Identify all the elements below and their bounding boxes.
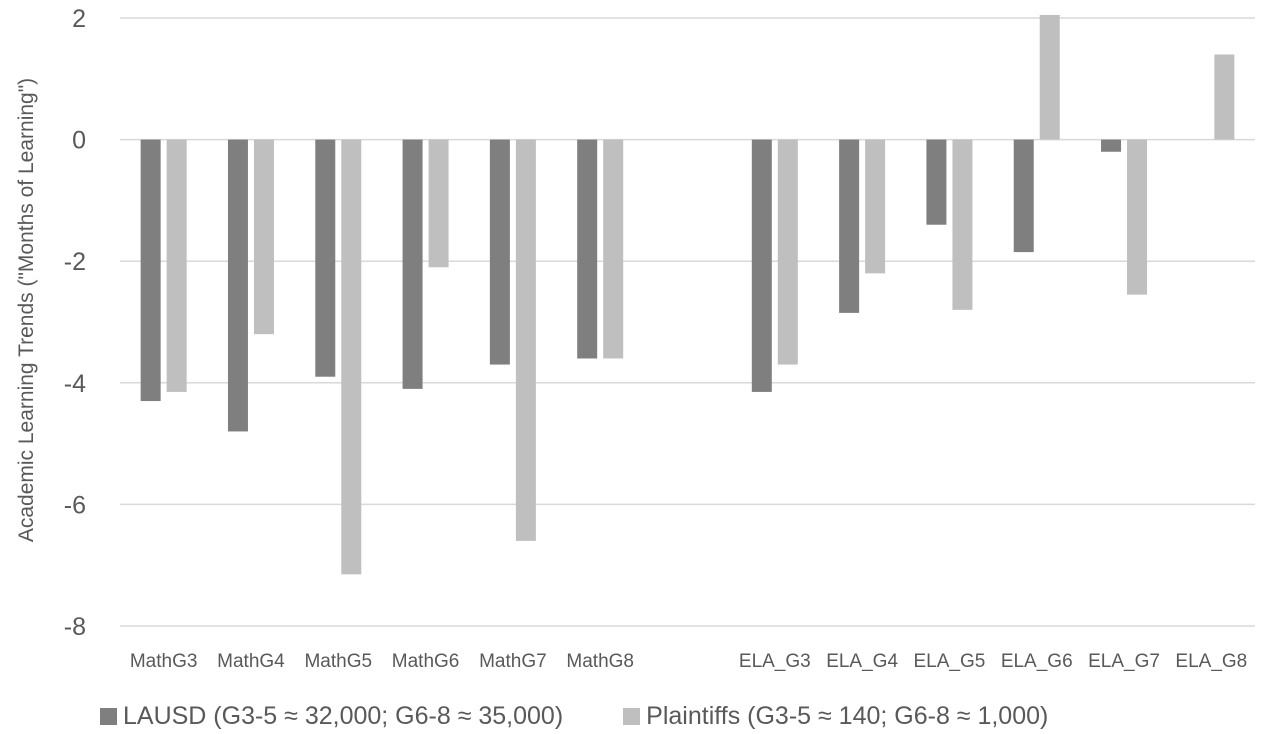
bar-plaintiffs-mathg7 <box>515 139 536 541</box>
bar-plaintiffs-mathg5 <box>341 139 362 575</box>
bar-lausd-mathg6 <box>402 139 423 389</box>
y-tick-label: 0 <box>72 127 86 155</box>
category-label: MathG6 <box>392 651 460 672</box>
y-tick-label: -6 <box>64 491 86 519</box>
legend-label-lausd: LAUSD (G3-5 ≈ 32,000; G6-8 ≈ 35,000) <box>123 701 564 730</box>
bar-chart: 20-2-4-6-8 MathG3 MathG4 MathG5 MathG6 MathG… <box>15 5 1255 672</box>
bar-plaintiffs-mathg8 <box>603 139 624 359</box>
bar-lausd-ela_g3 <box>751 139 772 392</box>
bars <box>140 14 1235 575</box>
category-label: MathG8 <box>566 651 634 672</box>
legend-label-plaintiffs: Plaintiffs (G3-5 ≈ 140; G6-8 ≈ 1,000) <box>646 701 1049 730</box>
bar-lausd-mathg7 <box>489 139 510 365</box>
category-label: ELA_G7 <box>1088 651 1160 672</box>
category-label: ELA_G8 <box>1175 651 1247 672</box>
legend-swatch-lausd <box>100 707 117 725</box>
y-tick-label: -2 <box>64 248 86 276</box>
legend: LAUSD (G3-5 ≈ 32,000; G6-8 ≈ 35,000) Pla… <box>100 700 1108 732</box>
bar-plaintiffs-ela_g5 <box>952 139 973 310</box>
bar-plaintiffs-ela_g8 <box>1214 54 1235 140</box>
bar-lausd-ela_g5 <box>926 139 947 225</box>
bar-plaintiffs-ela_g7 <box>1127 139 1148 295</box>
bar-lausd-ela_g4 <box>839 139 860 313</box>
bar-plaintiffs-ela_g3 <box>777 139 798 365</box>
bar-plaintiffs-ela_g6 <box>1039 14 1060 140</box>
y-tick-label: -8 <box>64 613 86 641</box>
bar-lausd-ela_g6 <box>1013 139 1034 253</box>
legend-item-plaintiffs: Plaintiffs (G3-5 ≈ 140; G6-8 ≈ 1,000) <box>623 702 1048 731</box>
bar-lausd-ela_g7 <box>1101 139 1122 152</box>
category-labels: MathG3 MathG4 MathG5 MathG6 MathG7 MathG8 ELA_… <box>130 651 1247 672</box>
category-label: MathG7 <box>479 651 547 672</box>
legend-item-lausd: LAUSD (G3-5 ≈ 32,000; G6-8 ≈ 35,000) <box>100 702 563 731</box>
category-label: MathG3 <box>130 651 198 672</box>
gridlines <box>120 17 1255 627</box>
bar-plaintiffs-mathg3 <box>166 139 187 392</box>
y-tick-label: 2 <box>72 5 86 33</box>
bar-plaintiffs-mathg6 <box>428 139 449 268</box>
category-label: ELA_G3 <box>739 651 811 672</box>
bar-lausd-mathg4 <box>227 139 248 432</box>
y-tick-labels: 2 0 -2 -4 -6 -8 <box>64 5 86 641</box>
bar-lausd-mathg8 <box>577 139 598 359</box>
bar-plaintiffs-ela_g4 <box>865 139 886 274</box>
category-label: ELA_G6 <box>1001 651 1073 672</box>
category-label: MathG4 <box>217 651 285 672</box>
y-tick-label: -4 <box>64 370 86 398</box>
y-axis-title: Academic Learning Trends ("Months of Lea… <box>15 78 38 542</box>
bar-lausd-mathg3 <box>140 139 161 402</box>
category-label: ELA_G4 <box>826 651 898 672</box>
bar-plaintiffs-mathg4 <box>253 139 274 335</box>
category-label: MathG5 <box>304 651 372 672</box>
legend-swatch-plaintiffs <box>623 707 641 725</box>
bar-lausd-mathg5 <box>315 139 336 377</box>
category-label: ELA_G5 <box>914 651 986 672</box>
